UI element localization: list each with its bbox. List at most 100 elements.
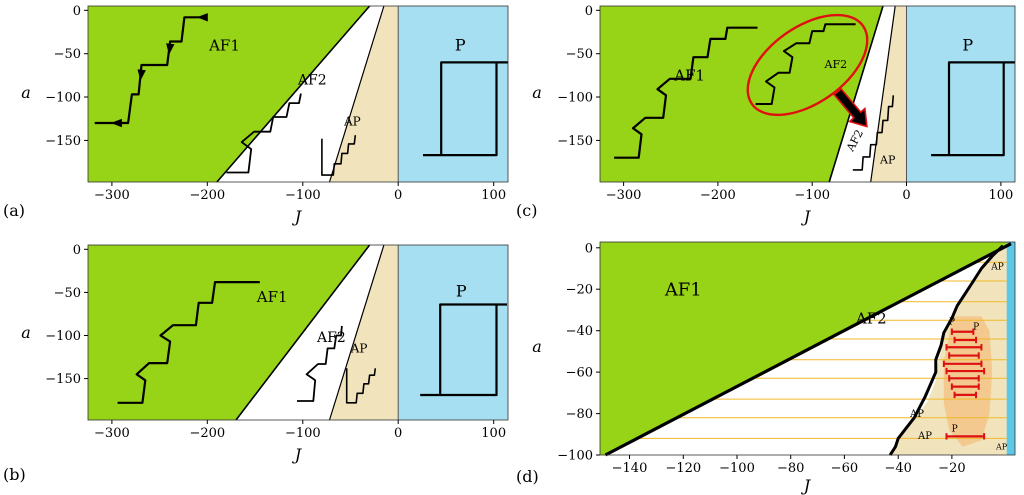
region-label-af2: AF2 bbox=[824, 58, 848, 71]
panel-a-ylabel: a bbox=[21, 83, 31, 102]
y-tick-label: −150 bbox=[45, 134, 81, 149]
y-tick-label: −50 bbox=[566, 47, 593, 62]
x-tick-label: −300 bbox=[606, 188, 642, 203]
region-label-ap: AP bbox=[343, 115, 361, 129]
x-tick-label: −100 bbox=[794, 188, 830, 203]
region-label-ap: AP bbox=[995, 443, 1008, 452]
x-tick-label: 0 bbox=[902, 188, 910, 203]
x-tick-label: −40 bbox=[884, 461, 911, 476]
y-tick-label: 0 bbox=[585, 241, 593, 256]
panel-b-chart: a J (b) AF1 AF2 AP P −300 −200 −100 0 100 0 −50 −10… bbox=[3, 243, 509, 484]
x-tick-label: −200 bbox=[700, 188, 736, 203]
region-label-af2: AF2 bbox=[316, 330, 346, 346]
region-label-af1: AF1 bbox=[673, 67, 705, 85]
region-label-ap: AP bbox=[909, 409, 924, 420]
p-loop bbox=[947, 61, 1015, 156]
panel-d-plot-area: AF1 AF2 AP P P AP AP P AP bbox=[600, 242, 1015, 457]
x-tick-label: −20 bbox=[938, 461, 965, 476]
phase-boundary bbox=[328, 244, 385, 421]
x-tick-label: −300 bbox=[94, 426, 130, 441]
region-label-af1: AF1 bbox=[664, 280, 702, 301]
panel-b-ylabel: a bbox=[21, 323, 31, 342]
plot-frame bbox=[87, 244, 509, 421]
phase-boundary bbox=[870, 5, 896, 183]
phase-boundary bbox=[216, 5, 371, 183]
region-p bbox=[906, 6, 1015, 182]
panel-a-plot-area: AF1 AF2 AP P bbox=[88, 5, 508, 183]
direction-arrow bbox=[137, 69, 146, 81]
region-p bbox=[1006, 242, 1015, 455]
x-tick-label: −100 bbox=[285, 188, 321, 203]
direction-arrow bbox=[196, 13, 208, 22]
p-loop bbox=[440, 61, 508, 156]
panel-d-tag: (d) bbox=[516, 467, 539, 486]
zoom-arrow bbox=[833, 87, 868, 128]
p-loop bbox=[931, 62, 1005, 157]
panel-b-xlabel: J bbox=[292, 445, 303, 464]
y-tick-label: −40 bbox=[566, 324, 593, 339]
region-p bbox=[398, 245, 508, 420]
x-tick-label: −200 bbox=[189, 426, 225, 441]
region-ap bbox=[329, 6, 399, 182]
region-label-p: P bbox=[456, 281, 467, 300]
y-tick-label: −80 bbox=[566, 407, 593, 422]
y-tick-label: −60 bbox=[566, 366, 593, 381]
region-label-p: P bbox=[455, 36, 466, 55]
phase-boundary bbox=[828, 5, 884, 183]
highlight-ellipse bbox=[746, 13, 869, 117]
panel-b-tag: (b) bbox=[3, 465, 26, 484]
region-label-ap: AP bbox=[350, 342, 368, 356]
x-tick-label: −140 bbox=[612, 461, 648, 476]
ap-staircase bbox=[321, 135, 357, 176]
region-af1 bbox=[88, 6, 370, 182]
panel-b-plot-area: AF1 AF2 AP P bbox=[88, 244, 508, 421]
direction-arrow bbox=[166, 43, 175, 55]
x-tick-label: −200 bbox=[189, 188, 225, 203]
panel-c-ylabel: a bbox=[532, 83, 542, 102]
panel-d-xlabel: J bbox=[801, 476, 812, 495]
panel-a-xlabel: J bbox=[292, 207, 303, 226]
x-tick-label: −80 bbox=[777, 461, 804, 476]
region-p bbox=[398, 6, 508, 182]
y-tick-label: 0 bbox=[73, 4, 81, 19]
phase-boundary bbox=[604, 242, 1012, 457]
x-tick-label: 100 bbox=[988, 188, 1013, 203]
region-label-p: P bbox=[952, 424, 958, 434]
region-ap-inner bbox=[943, 316, 993, 447]
region-af1 bbox=[600, 6, 883, 182]
x-tick-label: −100 bbox=[719, 461, 755, 476]
y-tick-label: −100 bbox=[45, 329, 81, 344]
plot-frame bbox=[599, 5, 1016, 183]
region-label-af1: AF1 bbox=[256, 288, 288, 306]
p-loop bbox=[439, 303, 507, 395]
panel-d-ylabel: a bbox=[532, 337, 542, 356]
p-loop bbox=[420, 304, 498, 397]
region-label-p: P bbox=[949, 318, 955, 328]
region-label-ap: AP bbox=[917, 431, 932, 442]
region-label-p: P bbox=[962, 36, 973, 55]
y-tick-label: −20 bbox=[566, 283, 593, 298]
y-tick-label: −150 bbox=[45, 372, 81, 387]
region-label-p: P bbox=[973, 323, 979, 333]
af1-staircase bbox=[117, 280, 260, 404]
panel-c-tag: (c) bbox=[516, 201, 537, 220]
x-tick-label: 100 bbox=[481, 426, 506, 441]
y-tick-label: −100 bbox=[557, 91, 593, 106]
region-label-af2: AF2 bbox=[297, 73, 327, 89]
y-tick-label: −150 bbox=[557, 134, 593, 149]
af2-staircase bbox=[297, 325, 343, 402]
af1-staircase bbox=[94, 16, 208, 125]
af2-ap-staircase bbox=[852, 95, 895, 171]
ap-staircase bbox=[345, 368, 377, 404]
region-af1 bbox=[88, 245, 370, 420]
plot-frame bbox=[599, 241, 1016, 456]
region-ap bbox=[870, 6, 907, 182]
region-label-ap: AP bbox=[990, 263, 1004, 273]
phase-boundary bbox=[888, 244, 1004, 456]
phase-boundary bbox=[235, 244, 371, 421]
x-tick-label: −300 bbox=[94, 188, 130, 203]
af2-staircase bbox=[226, 93, 302, 174]
region-af1 bbox=[600, 242, 1011, 455]
